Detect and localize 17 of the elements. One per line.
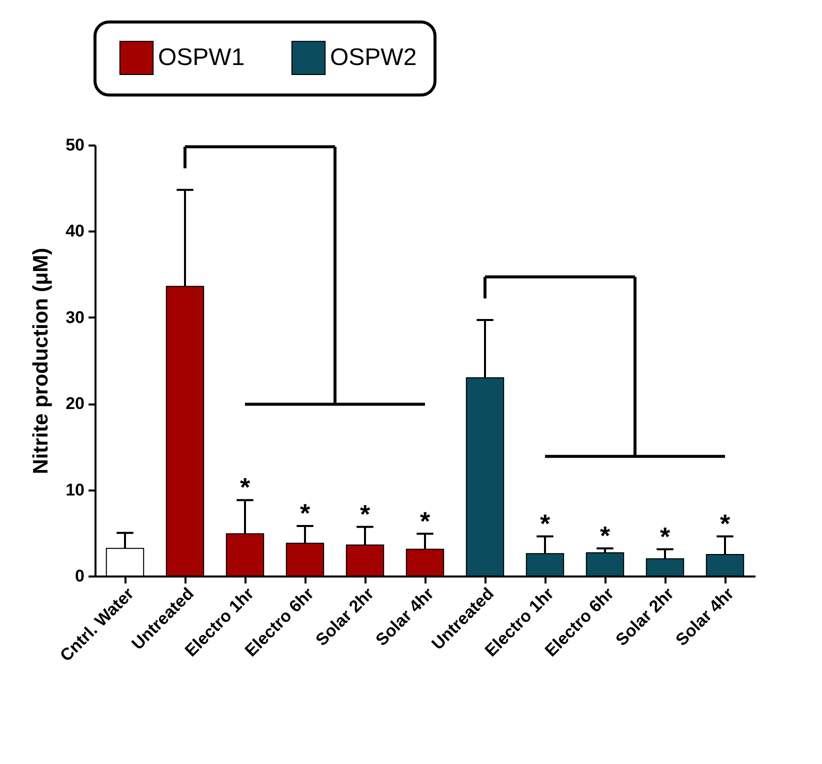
annotation: * xyxy=(540,508,551,538)
y-tick-label: 0 xyxy=(75,566,84,586)
annotation: * xyxy=(360,498,371,529)
annotation: * xyxy=(720,508,731,538)
annotation: * xyxy=(660,521,671,552)
legend-label: OSPW2 xyxy=(330,44,417,71)
annotation: * xyxy=(600,520,611,550)
y-axis-title: Nitrite production (μM) xyxy=(30,248,53,474)
annotation: * xyxy=(300,498,311,528)
annotation: * xyxy=(240,472,251,502)
y-tick-label: 30 xyxy=(66,308,84,327)
legend-label: OSPW1 xyxy=(158,44,245,71)
annotation: * xyxy=(420,506,431,536)
y-tick-label: 20 xyxy=(66,394,84,414)
y-tick-label: 10 xyxy=(66,480,84,500)
y-tick-label: 40 xyxy=(66,222,84,241)
y-tick-label: 50 xyxy=(66,136,84,154)
